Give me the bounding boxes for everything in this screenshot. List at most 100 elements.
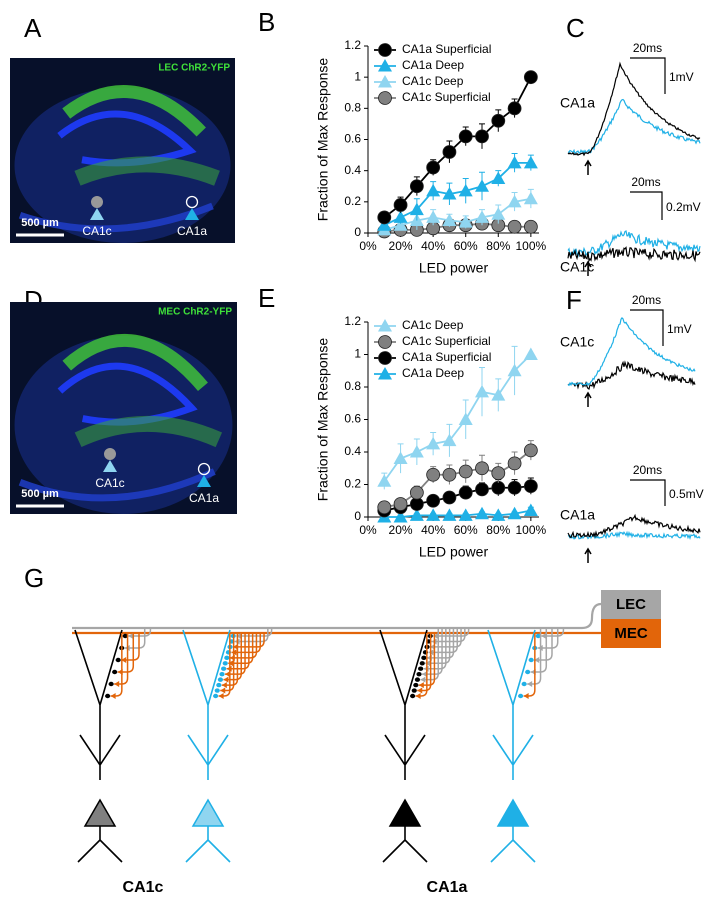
y-tick-label: 0.4 [344,444,361,458]
data-point [458,412,473,425]
synapse [414,677,421,682]
synapse [525,669,531,675]
synapse [521,681,527,687]
scale-voltage: 1mV [667,322,692,336]
data-point [475,129,489,144]
synapse [419,661,425,666]
data-point [442,213,457,227]
data-point [507,456,522,471]
synapse [518,693,524,699]
legend-label: CA1c Superficial [402,334,491,348]
cell-label: CA1c [560,334,594,350]
fiber-band [74,415,223,448]
synapse-axon [226,633,250,670]
legend-marker [378,319,392,332]
synapse-axon [420,628,439,681]
synapse-axon [426,628,455,659]
y-tick-label: 0 [354,225,361,239]
data-point [442,187,457,200]
data-point [426,160,441,175]
data-point [393,218,408,231]
soma [388,798,422,827]
series-line [384,509,532,518]
synapse [105,693,111,699]
y-tick-label: 1.2 [344,314,361,328]
terminal [218,693,224,699]
y-tick-label: 0.8 [344,379,361,393]
trace [567,513,701,539]
data-point [409,508,424,521]
legend-label: CA1a Superficial [402,42,491,56]
synapse-axon [233,633,265,648]
panel-label: C [566,13,585,43]
panel-label: E [258,283,275,313]
data-point [491,171,506,184]
synapse-axon [228,633,254,665]
y-tick-label: 1 [354,69,361,83]
synapse-axon [221,633,239,686]
synapse [221,666,227,671]
terminal [433,633,439,639]
y-tick-label: 0.6 [344,412,361,426]
terminal [128,633,134,639]
neuron-marker [103,460,117,472]
synapse-axon [430,628,462,648]
x-tick-label: 20% [389,239,413,253]
region-label: CA1c [123,879,164,896]
legend-label: CA1a Deep [402,58,464,72]
data-point [377,210,392,225]
synapse [416,671,422,677]
data-point [458,464,473,479]
data-point [491,388,506,401]
data-point [442,467,457,482]
x-tick-label: 0% [359,239,377,253]
series-line [384,449,532,509]
y-tick-label: 0.2 [344,477,361,491]
trace [567,360,696,390]
input-label: LEC [616,596,646,613]
y-axis-label: Fraction of Max Response [315,338,331,502]
data-point [458,183,473,197]
synapse-axon [422,628,443,675]
data-point [523,219,538,234]
synapse-axon [418,633,436,686]
data-point [458,215,473,228]
data-point [491,207,506,220]
data-point [475,210,489,223]
trace [567,61,701,157]
y-tick-label: 1 [354,347,361,361]
synapse-axon [415,633,428,697]
data-point [507,363,522,377]
data-point [442,490,457,505]
dendrite [490,826,536,863]
data-point [426,508,441,521]
terminal [121,657,127,663]
scale-voltage: 0.5mV [669,487,704,501]
data-point [393,451,408,464]
trace [567,246,701,263]
stimulus-arrow [584,547,592,563]
terminal [236,633,242,639]
dendrite [77,826,123,863]
terminal [417,687,423,694]
synapse-axon [218,633,231,697]
fiber-band [62,333,208,391]
scale-bar [630,309,664,346]
x-tick-label: 100% [516,239,547,253]
legend-marker [378,367,392,380]
neuron-marker [197,462,211,476]
legend-marker [378,75,392,88]
x-tick-label: 0% [359,523,377,537]
data-point [409,485,424,500]
terminal [221,682,227,689]
neuron-marker [185,195,199,209]
series-line [383,161,531,227]
x-axis-label: LED power [419,260,489,276]
synapse-axon [110,633,123,697]
synapse-axon [523,633,536,697]
data-point [393,210,408,223]
data-point [475,384,489,398]
legend-label: CA1c Deep [402,318,464,332]
x-tick-label: 40% [421,239,445,253]
synapse [108,681,114,687]
